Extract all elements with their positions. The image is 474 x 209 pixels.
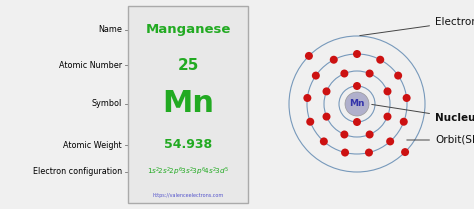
Circle shape <box>345 92 369 116</box>
Text: 25: 25 <box>177 57 199 73</box>
Circle shape <box>400 118 408 126</box>
Circle shape <box>365 130 374 139</box>
Circle shape <box>383 113 392 121</box>
Circle shape <box>386 138 394 145</box>
Text: https://valenceelectrons.com: https://valenceelectrons.com <box>152 192 224 198</box>
FancyBboxPatch shape <box>128 6 248 203</box>
Text: Mn: Mn <box>349 99 365 108</box>
Circle shape <box>353 50 361 58</box>
Text: Orbit(Shell): Orbit(Shell) <box>407 135 474 145</box>
Circle shape <box>365 70 374 78</box>
Text: Electron: Electron <box>360 17 474 36</box>
Circle shape <box>330 56 338 64</box>
Circle shape <box>312 72 320 80</box>
Circle shape <box>365 149 373 157</box>
Text: Symbol: Symbol <box>92 99 122 108</box>
Circle shape <box>322 87 330 95</box>
Circle shape <box>353 118 361 126</box>
Circle shape <box>340 130 348 139</box>
Circle shape <box>320 138 328 145</box>
Text: Mn: Mn <box>162 89 214 119</box>
Circle shape <box>401 148 409 156</box>
Circle shape <box>383 87 392 95</box>
Text: 54.938: 54.938 <box>164 139 212 152</box>
Circle shape <box>340 70 348 78</box>
Text: Name: Name <box>98 25 122 34</box>
Circle shape <box>305 52 313 60</box>
Text: Atomic Number: Atomic Number <box>59 60 122 70</box>
Text: Electron configuration: Electron configuration <box>33 167 122 176</box>
Circle shape <box>402 94 410 102</box>
Circle shape <box>376 56 384 64</box>
Circle shape <box>353 82 361 90</box>
Text: Nucleus: Nucleus <box>372 104 474 123</box>
Text: Atomic Weight: Atomic Weight <box>64 140 122 149</box>
Circle shape <box>306 118 314 126</box>
Circle shape <box>341 149 349 157</box>
Text: $1s^2\!2s^2\!2p^6\!3s^2\!3p^6\!4s^2\!3d^5$: $1s^2\!2s^2\!2p^6\!3s^2\!3p^6\!4s^2\!3d^… <box>147 166 229 178</box>
Text: Manganese: Manganese <box>146 23 231 37</box>
Circle shape <box>322 113 330 121</box>
Circle shape <box>303 94 311 102</box>
Circle shape <box>394 72 402 80</box>
